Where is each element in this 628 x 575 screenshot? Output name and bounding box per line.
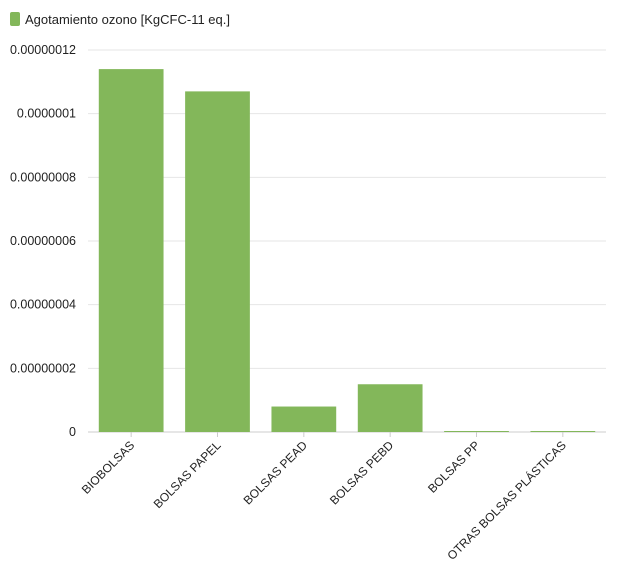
y-tick-label: 0.0000001 — [17, 107, 76, 121]
bar[interactable] — [185, 91, 250, 432]
y-tick-label: 0.00000002 — [10, 361, 76, 375]
y-tick-label: 0 — [69, 425, 76, 439]
x-tick-label: BOLSAS PAPEL — [151, 438, 224, 511]
y-tick-label: 0.00000006 — [10, 234, 76, 248]
y-tick-label: 0.00000004 — [10, 298, 76, 312]
gridlines — [88, 49, 606, 433]
bar[interactable] — [271, 406, 337, 432]
x-tick-label: BIOBOLSAS — [79, 438, 137, 496]
bar[interactable] — [530, 431, 596, 432]
y-axis: 0 0.00000002 0.00000004 0.00000006 0.0000000… — [10, 43, 76, 439]
bars — [98, 69, 596, 432]
x-axis: BIOBOLSAS BOLSAS PAPEL BOLSAS PEAD BOLSAS P… — [79, 432, 569, 563]
bar[interactable] — [98, 69, 164, 432]
bar[interactable] — [444, 431, 509, 432]
x-tick-label: BOLSAS PP — [425, 438, 483, 496]
x-tick-label: BOLSAS PEAD — [241, 438, 311, 508]
legend-label: Agotamiento ozono [KgCFC-11 eq.] — [25, 12, 230, 27]
legend-swatch — [10, 12, 20, 26]
y-tick-label: 0.00000008 — [10, 170, 76, 184]
x-tick-label: BOLSAS PEBD — [327, 438, 397, 508]
bar[interactable] — [357, 384, 423, 432]
legend[interactable]: Agotamiento ozono [KgCFC-11 eq.] — [10, 12, 230, 27]
y-tick-label: 0.00000012 — [10, 43, 76, 57]
